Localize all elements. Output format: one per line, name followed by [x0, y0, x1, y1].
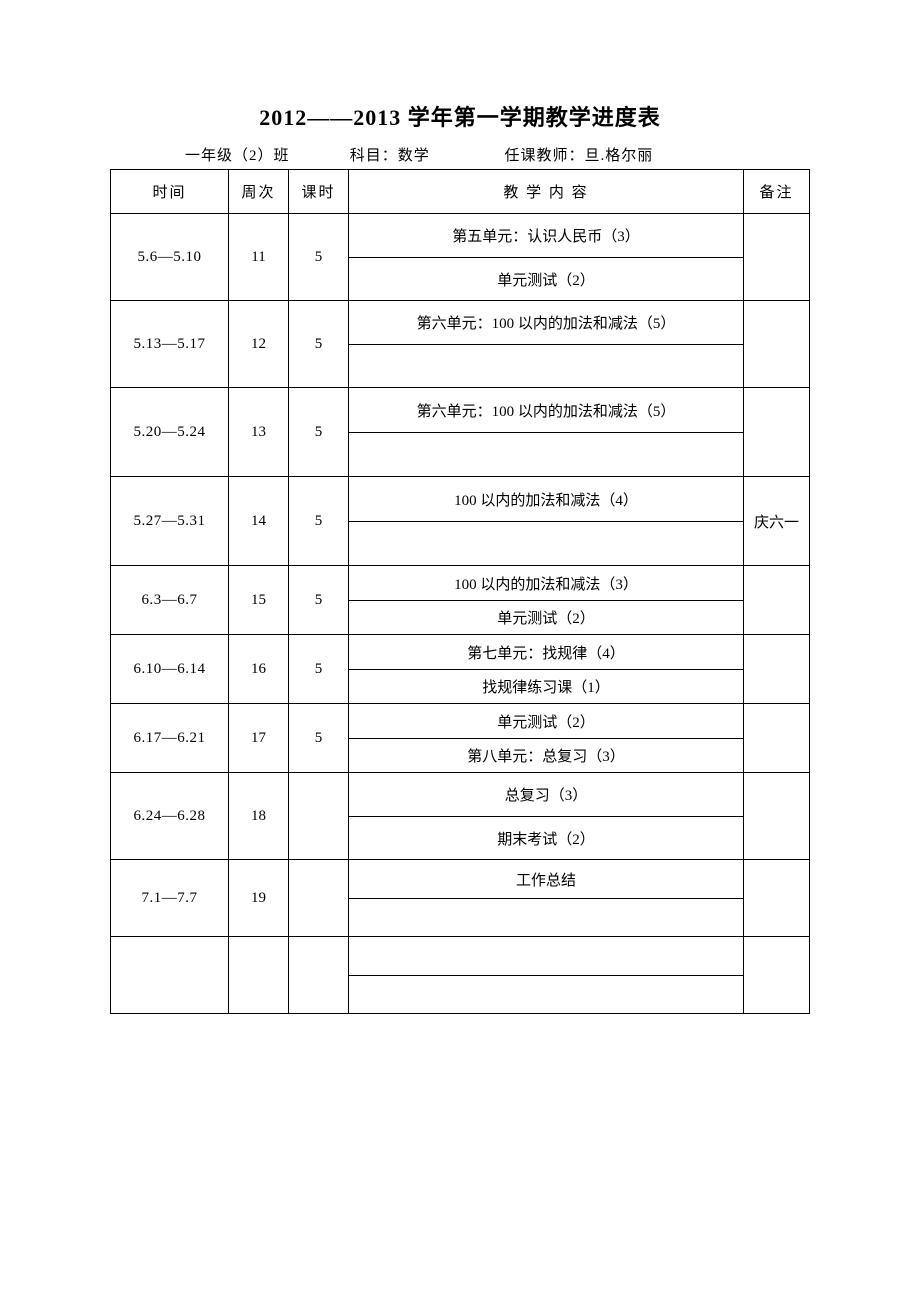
cell-week: 17	[229, 704, 289, 773]
cell-note	[744, 773, 810, 860]
content-line: 第五单元：认识人民币（3）	[349, 214, 743, 257]
content-line	[349, 937, 743, 975]
content-line: 单元测试（2）	[349, 704, 743, 738]
cell-hours	[289, 937, 349, 1014]
cell-week: 18	[229, 773, 289, 860]
cell-note	[744, 860, 810, 937]
header-time: 时间	[111, 170, 229, 214]
cell-time	[111, 937, 229, 1014]
cell-note	[744, 704, 810, 773]
table-row	[111, 937, 810, 1014]
table-row: 6.17—6.21175单元测试（2）第八单元：总复习（3）	[111, 704, 810, 773]
cell-week: 16	[229, 635, 289, 704]
cell-content: 第七单元：找规律（4）找规律练习课（1）	[349, 635, 744, 704]
content-line	[349, 344, 743, 387]
header-content: 教 学 内 容	[349, 170, 744, 214]
header-week: 周次	[229, 170, 289, 214]
cell-hours: 5	[289, 301, 349, 388]
cell-week: 19	[229, 860, 289, 937]
content-line: 第六单元：100 以内的加法和减法（5）	[349, 388, 743, 432]
cell-week: 13	[229, 388, 289, 477]
cell-week: 12	[229, 301, 289, 388]
content-line: 第七单元：找规律（4）	[349, 635, 743, 669]
cell-note	[744, 214, 810, 301]
content-line: 找规律练习课（1）	[349, 669, 743, 703]
cell-content: 第六单元：100 以内的加法和减法（5）	[349, 388, 744, 477]
content-line	[349, 898, 743, 936]
table-row: 5.20—5.24135第六单元：100 以内的加法和减法（5）	[111, 388, 810, 477]
content-line: 100 以内的加法和减法（4）	[349, 477, 743, 521]
content-line: 期末考试（2）	[349, 816, 743, 859]
content-line: 总复习（3）	[349, 773, 743, 816]
cell-time: 5.27—5.31	[111, 477, 229, 566]
cell-time: 5.6—5.10	[111, 214, 229, 301]
cell-note	[744, 301, 810, 388]
content-line	[349, 521, 743, 565]
content-line: 单元测试（2）	[349, 600, 743, 634]
subject-value: 数学	[398, 144, 430, 165]
table-row: 7.1—7.719 工作总结	[111, 860, 810, 937]
cell-content: 100 以内的加法和减法（3）单元测试（2）	[349, 566, 744, 635]
cell-hours: 5	[289, 704, 349, 773]
cell-note	[744, 388, 810, 477]
cell-week: 11	[229, 214, 289, 301]
table-header-row: 时间 周次 课时 教 学 内 容 备注	[111, 170, 810, 214]
subtitle-row: 一年级（2）班 科目：数学 任课教师：旦.格尔丽	[110, 144, 810, 165]
table-row: 6.10—6.14165第七单元：找规律（4）找规律练习课（1）	[111, 635, 810, 704]
cell-note	[744, 937, 810, 1014]
cell-time: 5.20—5.24	[111, 388, 229, 477]
cell-note	[744, 566, 810, 635]
cell-hours: 5	[289, 214, 349, 301]
cell-content: 第五单元：认识人民币（3）单元测试（2）	[349, 214, 744, 301]
cell-content	[349, 937, 744, 1014]
content-line	[349, 975, 743, 1013]
table-row: 6.24—6.2818 总复习（3）期末考试（2）	[111, 773, 810, 860]
content-line: 工作总结	[349, 860, 743, 898]
header-note: 备注	[744, 170, 810, 214]
teacher-value: 旦.格尔丽	[585, 144, 654, 165]
cell-hours	[289, 773, 349, 860]
content-line: 单元测试（2）	[349, 257, 743, 300]
cell-time: 6.24—6.28	[111, 773, 229, 860]
teacher-label: 任课教师：	[505, 144, 585, 165]
cell-time: 6.3—6.7	[111, 566, 229, 635]
class-label: 一年级（2）班	[185, 144, 345, 165]
content-line: 100 以内的加法和减法（3）	[349, 566, 743, 600]
cell-note: 庆六一	[744, 477, 810, 566]
table-row: 5.6—5.10115第五单元：认识人民币（3）单元测试（2）	[111, 214, 810, 301]
cell-note	[744, 635, 810, 704]
cell-content: 100 以内的加法和减法（4）	[349, 477, 744, 566]
cell-content: 工作总结	[349, 860, 744, 937]
cell-hours: 5	[289, 388, 349, 477]
cell-content: 第六单元：100 以内的加法和减法（5）	[349, 301, 744, 388]
header-hours: 课时	[289, 170, 349, 214]
cell-time: 5.13—5.17	[111, 301, 229, 388]
cell-time: 7.1—7.7	[111, 860, 229, 937]
cell-hours: 5	[289, 635, 349, 704]
table-row: 5.27—5.31145100 以内的加法和减法（4） 庆六一	[111, 477, 810, 566]
cell-week: 15	[229, 566, 289, 635]
subject-label: 科目：	[350, 144, 398, 165]
content-line	[349, 432, 743, 476]
cell-hours: 5	[289, 566, 349, 635]
page-title: 2012——2013 学年第一学期教学进度表	[110, 100, 810, 132]
cell-content: 总复习（3）期末考试（2）	[349, 773, 744, 860]
cell-content: 单元测试（2）第八单元：总复习（3）	[349, 704, 744, 773]
cell-time: 6.10—6.14	[111, 635, 229, 704]
teacher-field: 任课教师：旦.格尔丽	[505, 144, 654, 165]
schedule-table: 时间 周次 课时 教 学 内 容 备注 5.6—5.10115第五单元：认识人民…	[110, 169, 810, 1014]
cell-time: 6.17—6.21	[111, 704, 229, 773]
cell-week: 14	[229, 477, 289, 566]
table-row: 5.13—5.17125第六单元：100 以内的加法和减法（5）	[111, 301, 810, 388]
content-line: 第八单元：总复习（3）	[349, 738, 743, 772]
cell-hours: 5	[289, 477, 349, 566]
cell-week	[229, 937, 289, 1014]
content-line: 第六单元：100 以内的加法和减法（5）	[349, 301, 743, 344]
subject-field: 科目：数学	[350, 144, 500, 165]
table-row: 6.3—6.7155100 以内的加法和减法（3）单元测试（2）	[111, 566, 810, 635]
cell-hours	[289, 860, 349, 937]
